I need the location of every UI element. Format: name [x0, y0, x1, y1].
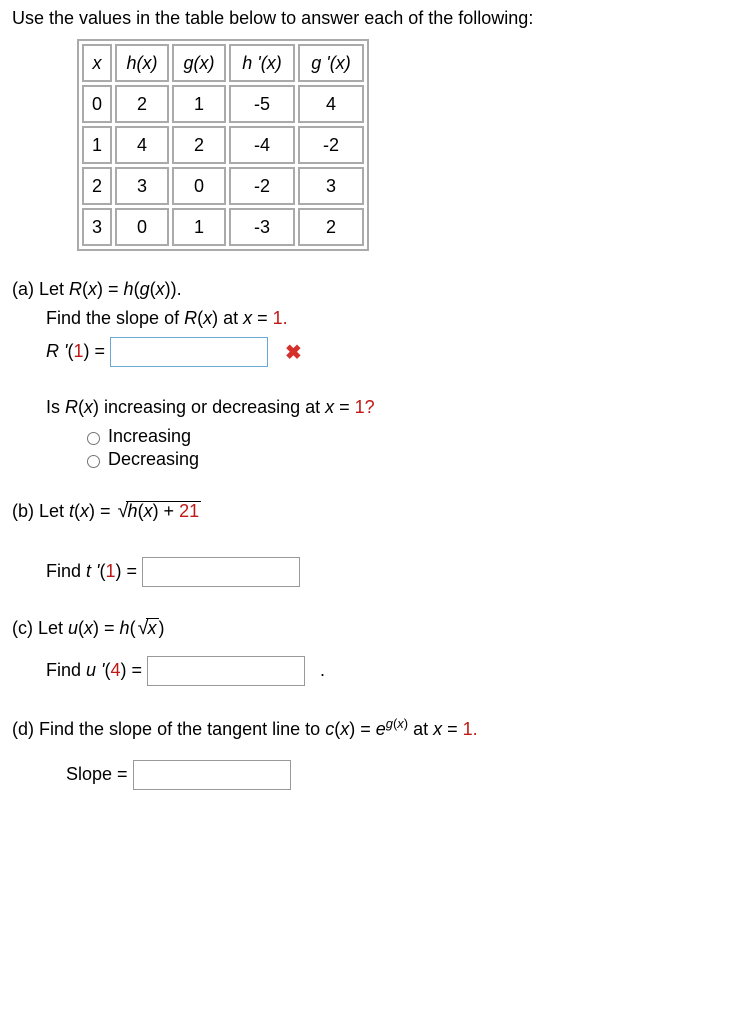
table-cell: 1 — [172, 85, 226, 123]
table-row: 3 0 1 -3 2 — [82, 208, 364, 246]
radio-decreasing-row: Decreasing — [82, 449, 736, 470]
table-cell: 4 — [298, 85, 364, 123]
table-cell: 2 — [82, 167, 112, 205]
part-a-answer-row: R '(1) = ✖ — [46, 337, 736, 367]
table-cell: -5 — [229, 85, 295, 123]
col-header-x: x — [82, 44, 112, 82]
part-d-answer-row: Slope = — [66, 760, 736, 790]
slope-label: Slope = — [66, 764, 133, 784]
part-c: (c) Let u(x) = h(√x) Find u '(4) = . — [12, 617, 736, 686]
table-cell: -2 — [298, 126, 364, 164]
radio-increasing-label: Increasing — [108, 426, 191, 446]
incorrect-icon: ✖ — [285, 342, 302, 364]
table-cell: 1 — [82, 126, 112, 164]
part-c-answer-row: Find u '(4) = . — [46, 656, 736, 686]
table-cell: 3 — [82, 208, 112, 246]
radio-decreasing-label: Decreasing — [108, 449, 199, 469]
radio-decreasing[interactable] — [87, 455, 100, 468]
table-row: 0 2 1 -5 4 — [82, 85, 364, 123]
table-cell: -3 — [229, 208, 295, 246]
table-header-row: x h(x) g(x) h '(x) g '(x) — [82, 44, 364, 82]
col-header-hprime: h '(x) — [229, 44, 295, 82]
table-cell: 3 — [298, 167, 364, 205]
radio-increasing-row: Increasing — [82, 426, 736, 447]
table-cell: 1 — [172, 208, 226, 246]
col-header-gprime: g '(x) — [298, 44, 364, 82]
slope-input[interactable] — [133, 760, 291, 790]
part-d-definition: (d) Find the slope of the tangent line t… — [12, 716, 736, 740]
table-cell: 3 — [115, 167, 169, 205]
part-a: (a) Let R(x) = h(g(x)). Find the slope o… — [12, 279, 736, 470]
instruction-text: Use the values in the table below to ans… — [12, 8, 736, 29]
col-header-h: h(x) — [115, 44, 169, 82]
table-cell: 2 — [115, 85, 169, 123]
col-header-g: g(x) — [172, 44, 226, 82]
function-table: x h(x) g(x) h '(x) g '(x) 0 2 1 -5 4 1 4… — [77, 39, 369, 251]
table-row: 2 3 0 -2 3 — [82, 167, 364, 205]
table-cell: -2 — [229, 167, 295, 205]
table-cell: 0 — [172, 167, 226, 205]
table-cell: 0 — [115, 208, 169, 246]
part-b-definition: (b) Let t(x) = √h(x) + 21 — [12, 500, 736, 523]
table-row: 1 4 2 -4 -2 — [82, 126, 364, 164]
rprime-input[interactable] — [110, 337, 268, 367]
part-b: (b) Let t(x) = √h(x) + 21 Find t '(1) = — [12, 500, 736, 587]
radio-increasing[interactable] — [87, 432, 100, 445]
part-a-incdec-question: Is R(x) increasing or decreasing at x = … — [46, 397, 736, 418]
table-cell: 2 — [298, 208, 364, 246]
function-table-wrapper: x h(x) g(x) h '(x) g '(x) 0 2 1 -5 4 1 4… — [77, 39, 736, 251]
part-b-answer-row: Find t '(1) = — [46, 557, 736, 587]
table-cell: -4 — [229, 126, 295, 164]
tprime-input[interactable] — [142, 557, 300, 587]
part-d: (d) Find the slope of the tangent line t… — [12, 716, 736, 790]
table-cell: 0 — [82, 85, 112, 123]
part-a-definition: (a) Let R(x) = h(g(x)). — [12, 279, 736, 300]
part-a-find-slope: Find the slope of R(x) at x = 1. — [46, 308, 736, 329]
uprime-input[interactable] — [147, 656, 305, 686]
table-cell: 2 — [172, 126, 226, 164]
part-c-definition: (c) Let u(x) = h(√x) — [12, 617, 736, 640]
table-cell: 4 — [115, 126, 169, 164]
